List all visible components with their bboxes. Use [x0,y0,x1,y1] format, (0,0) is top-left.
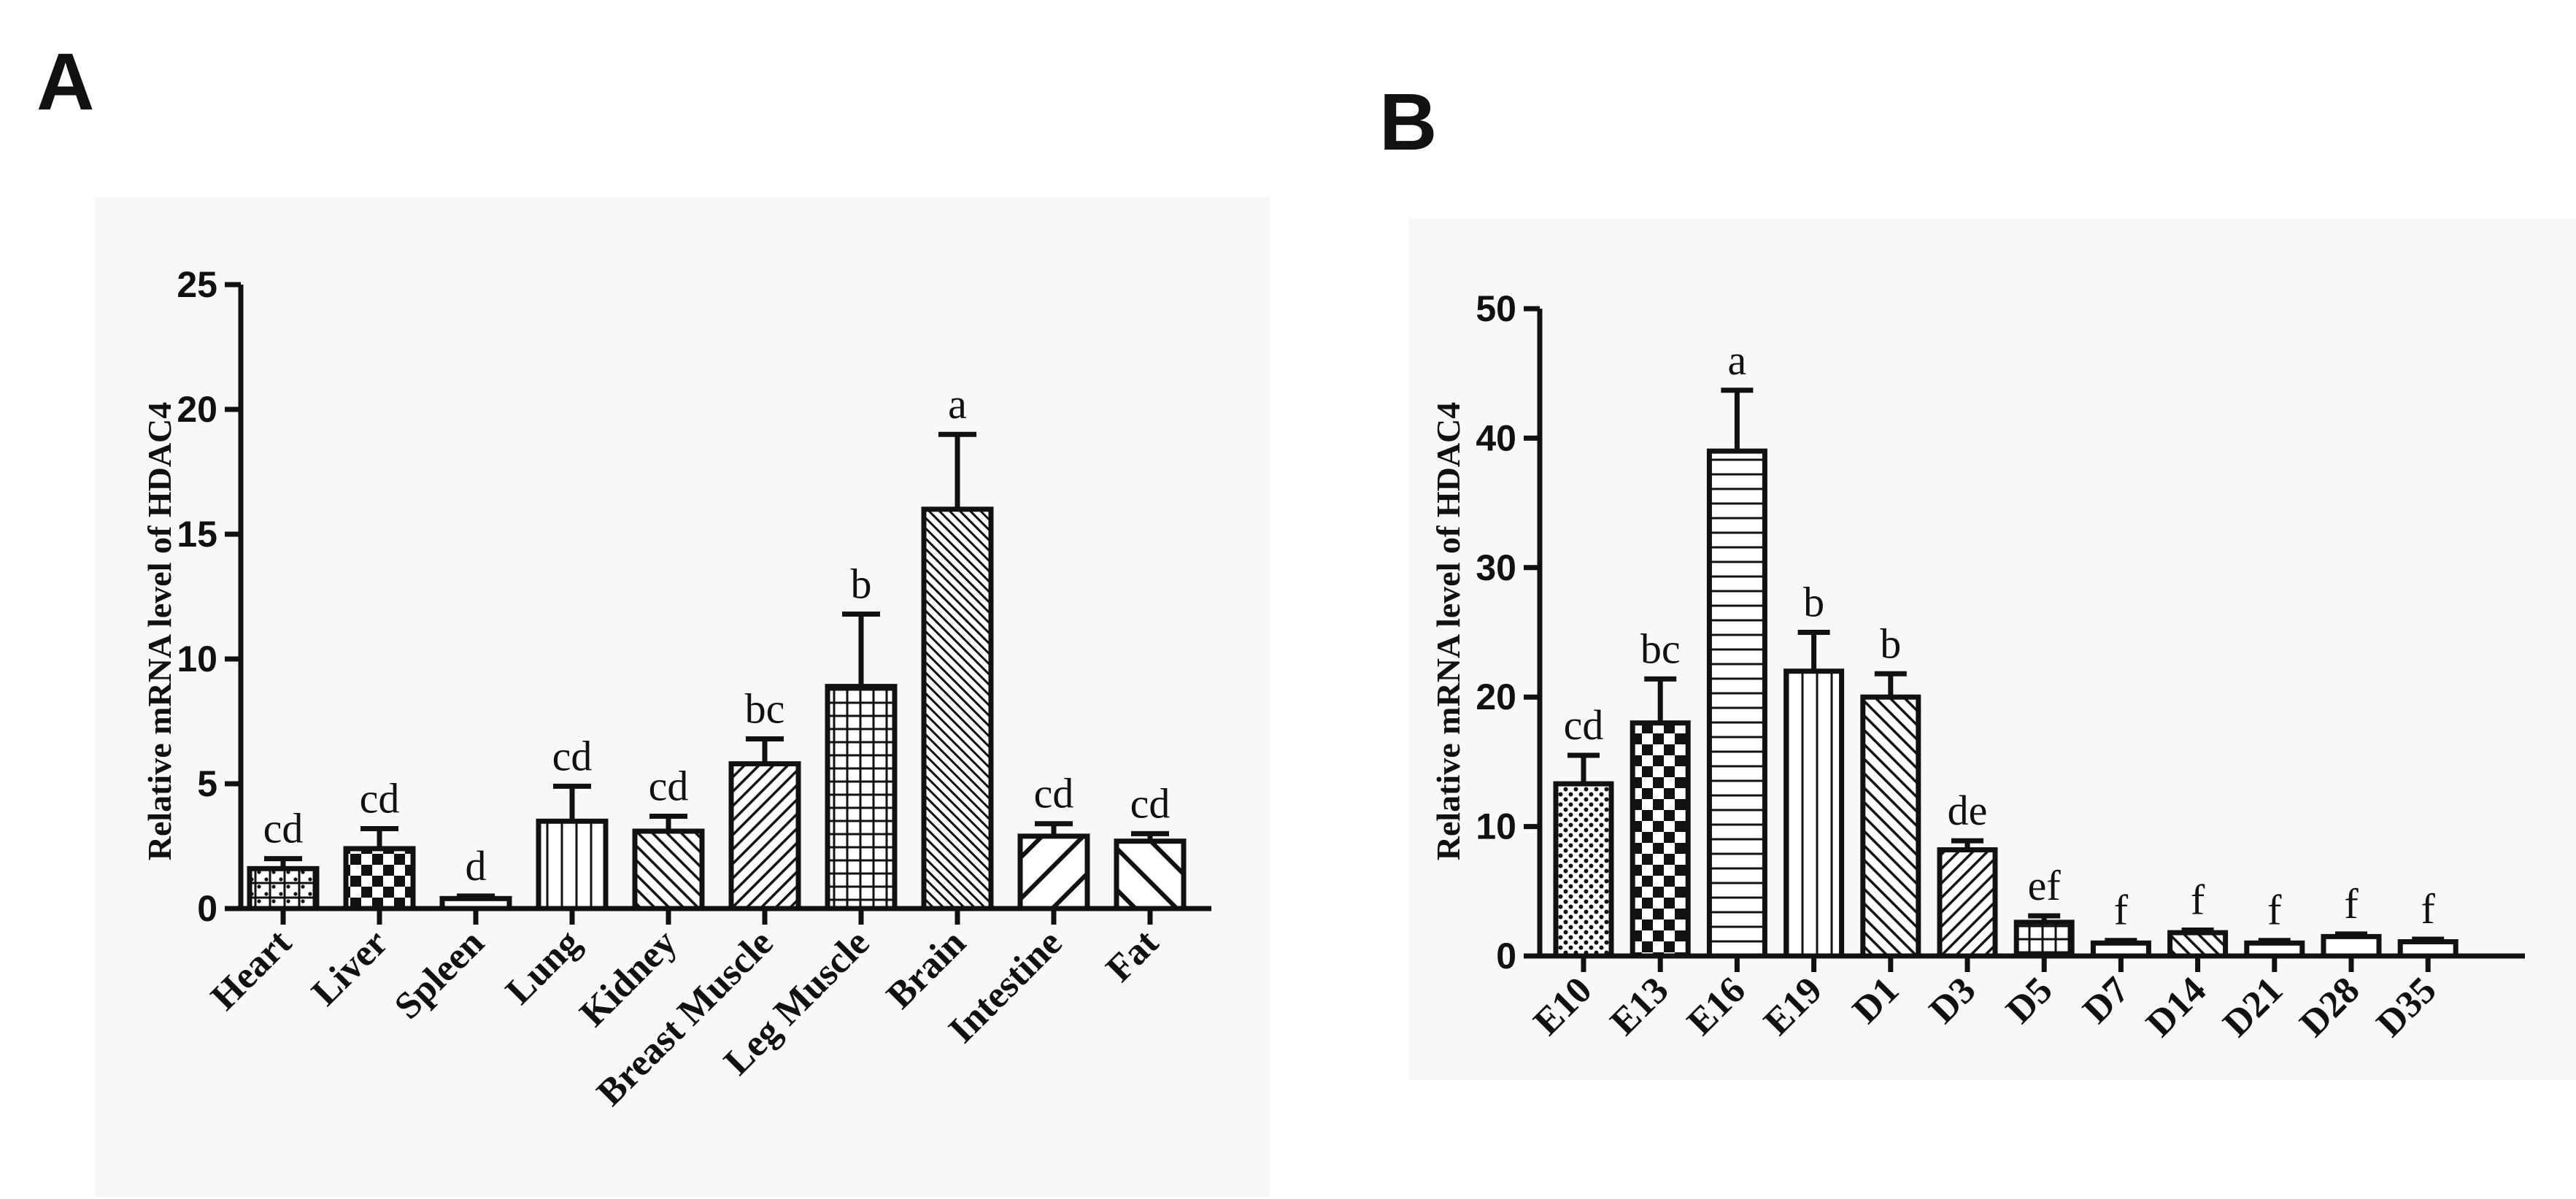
y-tick-label-a: 25 [177,264,217,305]
significance-letter-a: cd [1130,779,1171,827]
significance-letter-a: cd [263,805,304,852]
bar-a [247,865,320,911]
x-tick-label-b: D1 [1845,969,1907,1031]
x-tick-label-b: D14 [2138,969,2214,1045]
significance-letter-b: a [1728,336,1747,384]
bar-b [1860,694,1921,959]
bar-a [632,828,705,911]
chart-a: 0510152025cdHeartcdLiverdSpleencdLungcdK… [177,264,1211,1114]
y-tick-label-a: 0 [197,888,217,929]
bar-a [1114,838,1187,911]
bar-b [1706,448,1767,959]
significance-letter-a: d [466,842,487,890]
y-tick-label-a: 10 [177,639,217,679]
significance-letter-b: b [1880,620,1901,667]
significance-letter-a: b [851,560,872,607]
x-tick-label-a: Fat [1098,922,1167,990]
bar-a [825,684,898,911]
x-tick-label-a: Lung [498,922,588,1012]
y-tick-label-a: 5 [197,763,217,804]
significance-letter-a: cd [649,762,689,809]
bar-b [2397,938,2459,959]
y-tick-label-a: 15 [177,514,217,555]
x-tick-label-b: D3 [1921,969,1983,1031]
bar-b [2090,940,2151,959]
y-tick-label-b: 50 [1476,288,1516,329]
bar-b [1553,781,1614,959]
significance-letter-a: cd [1034,770,1074,817]
bar-a [1017,833,1090,911]
significance-letter-a: cd [552,732,593,779]
bar-a [343,846,416,911]
y-tick-label-b: 30 [1476,547,1516,588]
x-tick-label-a: Heart [203,922,300,1019]
bar-b [2244,940,2305,959]
x-tick-label-b: E16 [1679,969,1754,1044]
x-tick-label-b: D28 [2292,969,2368,1045]
panel-label-a: A [36,37,94,127]
x-tick-label-b: E10 [1526,969,1600,1044]
significance-letter-a: bc [745,685,785,732]
y-tick-label-b: 40 [1476,417,1516,458]
bar-b [2013,920,2075,959]
significance-letter-b: f [2421,885,2436,933]
significance-letter-b: f [2191,876,2205,924]
y-tick-label-b: 0 [1496,936,1516,976]
significance-letter-b: f [2267,887,2282,934]
bar-b [1783,668,1845,959]
significance-letter-a: cd [360,775,400,822]
x-tick-label-b: E13 [1603,969,1677,1044]
y-axis-label-b: Relative mRNA level of HDAC4 [1430,402,1467,861]
significance-letter-b: f [2114,887,2129,934]
x-tick-label-a: Spleen [387,922,493,1028]
chart-b: 0 10 20 30 40 50 cd E10 bc E13 a E16 b E19 b D1 de D3 ef D5… [1476,288,2525,1045]
panel-label-b: B [1379,77,1437,167]
x-tick-label-b: E19 [1756,969,1830,1044]
y-tick-label-a: 20 [177,389,217,430]
significance-letter-b: de [1948,787,1988,834]
significance-letter-b: ef [2028,862,2062,909]
significance-letter-b: bc [1640,625,1681,672]
bar-a [921,506,994,911]
x-tick-label-a: Liver [304,922,396,1014]
bar-b [2321,933,2382,959]
bar-a [536,818,609,911]
significance-letter-a: a [948,380,967,428]
significance-letter-b: f [2344,880,2359,928]
bar-b [2167,930,2229,959]
bar-b [1937,847,1998,959]
significance-letter-b: cd [1564,701,1604,749]
panel-a-background [95,197,1270,1197]
bar-a [439,895,512,911]
x-tick-label-b: D35 [2369,969,2445,1045]
x-tick-label-b: D7 [2075,969,2137,1031]
bar-a [728,761,801,911]
y-axis-label-a: Relative mRNA level of HDAC4 [141,402,178,861]
significance-letter-b: b [1803,579,1824,626]
y-tick-label-b: 10 [1476,806,1516,847]
x-tick-label-b: D21 [2216,969,2291,1045]
x-tick-label-b: D5 [1998,969,2060,1031]
bar-b [1630,720,1691,959]
y-tick-label-b: 20 [1476,676,1516,717]
